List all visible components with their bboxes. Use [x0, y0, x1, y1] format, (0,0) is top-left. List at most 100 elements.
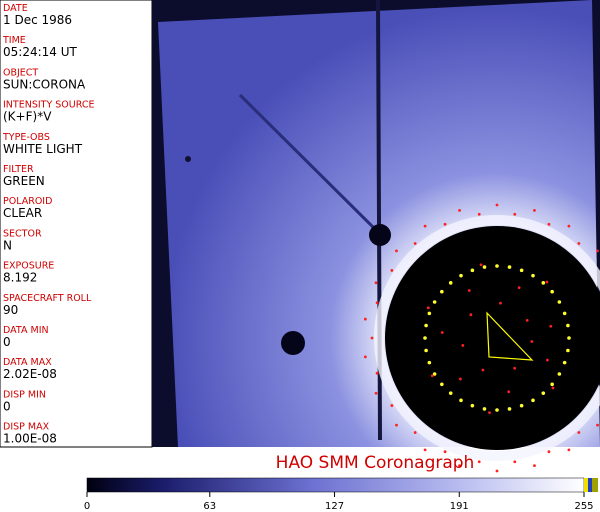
overlay-dot: [566, 323, 570, 328]
field-label: POLAROID: [3, 196, 52, 207]
overlay-dot: [470, 403, 475, 408]
overlay-dot: [567, 448, 571, 452]
image-title: HAO SMM Coronagraph: [276, 453, 475, 473]
overlay-dot: [440, 289, 444, 294]
overlay-dot: [545, 358, 549, 362]
overlay-dot: [479, 263, 483, 267]
field-value: GREEN: [3, 174, 45, 188]
overlay-dot: [443, 222, 447, 226]
overlay-dot: [507, 265, 512, 269]
overlay-dot: [547, 450, 551, 454]
overlay-dot: [567, 336, 571, 340]
halo: [374, 215, 600, 461]
overlay-dot: [424, 323, 428, 328]
overlay-dot: [390, 404, 394, 407]
overlay-dot: [375, 301, 379, 305]
overlay-dot: [461, 344, 465, 347]
overlay-dot: [375, 371, 379, 375]
field-label: INTENSITY SOURCE: [3, 100, 95, 111]
info-panel: [0, 0, 153, 448]
overlay-dot: [567, 224, 571, 228]
field-value: SUN:CORONA: [3, 77, 86, 91]
colorbar-end: [584, 478, 588, 492]
overlay-dot: [469, 313, 473, 317]
overlay: [363, 203, 599, 473]
overlay-dot: [519, 403, 524, 408]
overlay-dot: [481, 368, 485, 372]
overlay-dot: [443, 450, 447, 454]
overlay-dot: [423, 224, 427, 228]
overlay-dot: [566, 348, 570, 353]
overlay-dot: [547, 222, 551, 226]
overlay-dot: [596, 423, 599, 427]
field-label: SECTOR: [3, 228, 42, 239]
overlay-dot: [432, 372, 437, 376]
field-value: 2.02E-08: [3, 367, 57, 381]
overlay-dot: [517, 286, 521, 290]
overlay-dot: [596, 249, 599, 253]
field-label: DATE: [3, 3, 28, 14]
field-label: TYPE-OBS: [2, 132, 50, 143]
overlay-dot: [370, 336, 374, 340]
overlay-dot: [513, 212, 517, 216]
overlay-dot: [374, 281, 378, 285]
colorbar-end: [592, 478, 598, 492]
overlay-dot: [533, 464, 536, 468]
field-value: 05:24:14 UT: [3, 45, 77, 59]
overlay-dot: [577, 431, 581, 434]
overlay-dot: [440, 382, 444, 387]
field-label: FILTER: [3, 164, 34, 175]
overlay-dot: [458, 464, 461, 468]
overlay-dot: [550, 382, 554, 387]
field-value: N: [3, 238, 12, 252]
field-value: 1.00E-08: [3, 432, 57, 446]
overlay-dot: [530, 340, 534, 343]
field-value: 8.192: [3, 271, 37, 285]
field-value: CLEAR: [3, 206, 42, 220]
overlay-dot: [374, 391, 378, 395]
overlay-dot: [482, 265, 487, 269]
field-value: WHITE LIGHT: [3, 142, 83, 156]
field-value: 1 Dec 1986: [3, 13, 72, 27]
field-label: DATA MIN: [3, 325, 49, 336]
overlay-dot: [488, 411, 491, 415]
overlay-dot: [519, 268, 524, 273]
overlay-dot: [423, 448, 427, 452]
overlay-dot: [495, 469, 499, 473]
field-label: EXPOSURE: [3, 261, 54, 272]
overlay-dot: [395, 423, 398, 427]
field-label: DATA MAX: [3, 357, 52, 368]
field-value: 0: [3, 399, 11, 413]
colorbar-tick-label: 255: [574, 501, 593, 512]
overlay-triangle: [486, 311, 534, 361]
overlay-dot: [562, 311, 567, 316]
overlay-dot: [533, 208, 536, 212]
field-value: 90: [3, 303, 18, 317]
overlay-dot: [448, 281, 453, 285]
overlay-dot: [413, 431, 417, 434]
overlay-dot: [482, 407, 487, 411]
overlay-dot: [541, 281, 546, 285]
overlay-dot: [513, 366, 517, 370]
overlay-dot: [432, 300, 437, 304]
overlay-dot: [477, 460, 481, 464]
field-value: (K+F)*V: [3, 110, 52, 124]
overlay-dot: [390, 269, 394, 272]
overlay-dot: [458, 208, 461, 212]
overlay-dot: [525, 318, 529, 322]
overlay-dot: [562, 360, 567, 365]
overlay-dot: [458, 377, 462, 381]
field-label: DISP MAX: [3, 422, 50, 433]
overlay-dot: [495, 408, 499, 412]
blob: [369, 224, 391, 246]
overlay-dot: [499, 301, 502, 305]
overlay-dot: [550, 289, 554, 294]
field-label: OBJECT: [3, 67, 38, 78]
overlay-dot: [467, 289, 471, 292]
colorbar-tick-label: 0: [84, 501, 90, 512]
overlay-dot: [507, 390, 511, 394]
overlay-dot: [448, 391, 453, 395]
overlay-dot: [423, 336, 427, 340]
overlay-dot: [459, 273, 463, 278]
overlay-dot: [426, 306, 430, 310]
